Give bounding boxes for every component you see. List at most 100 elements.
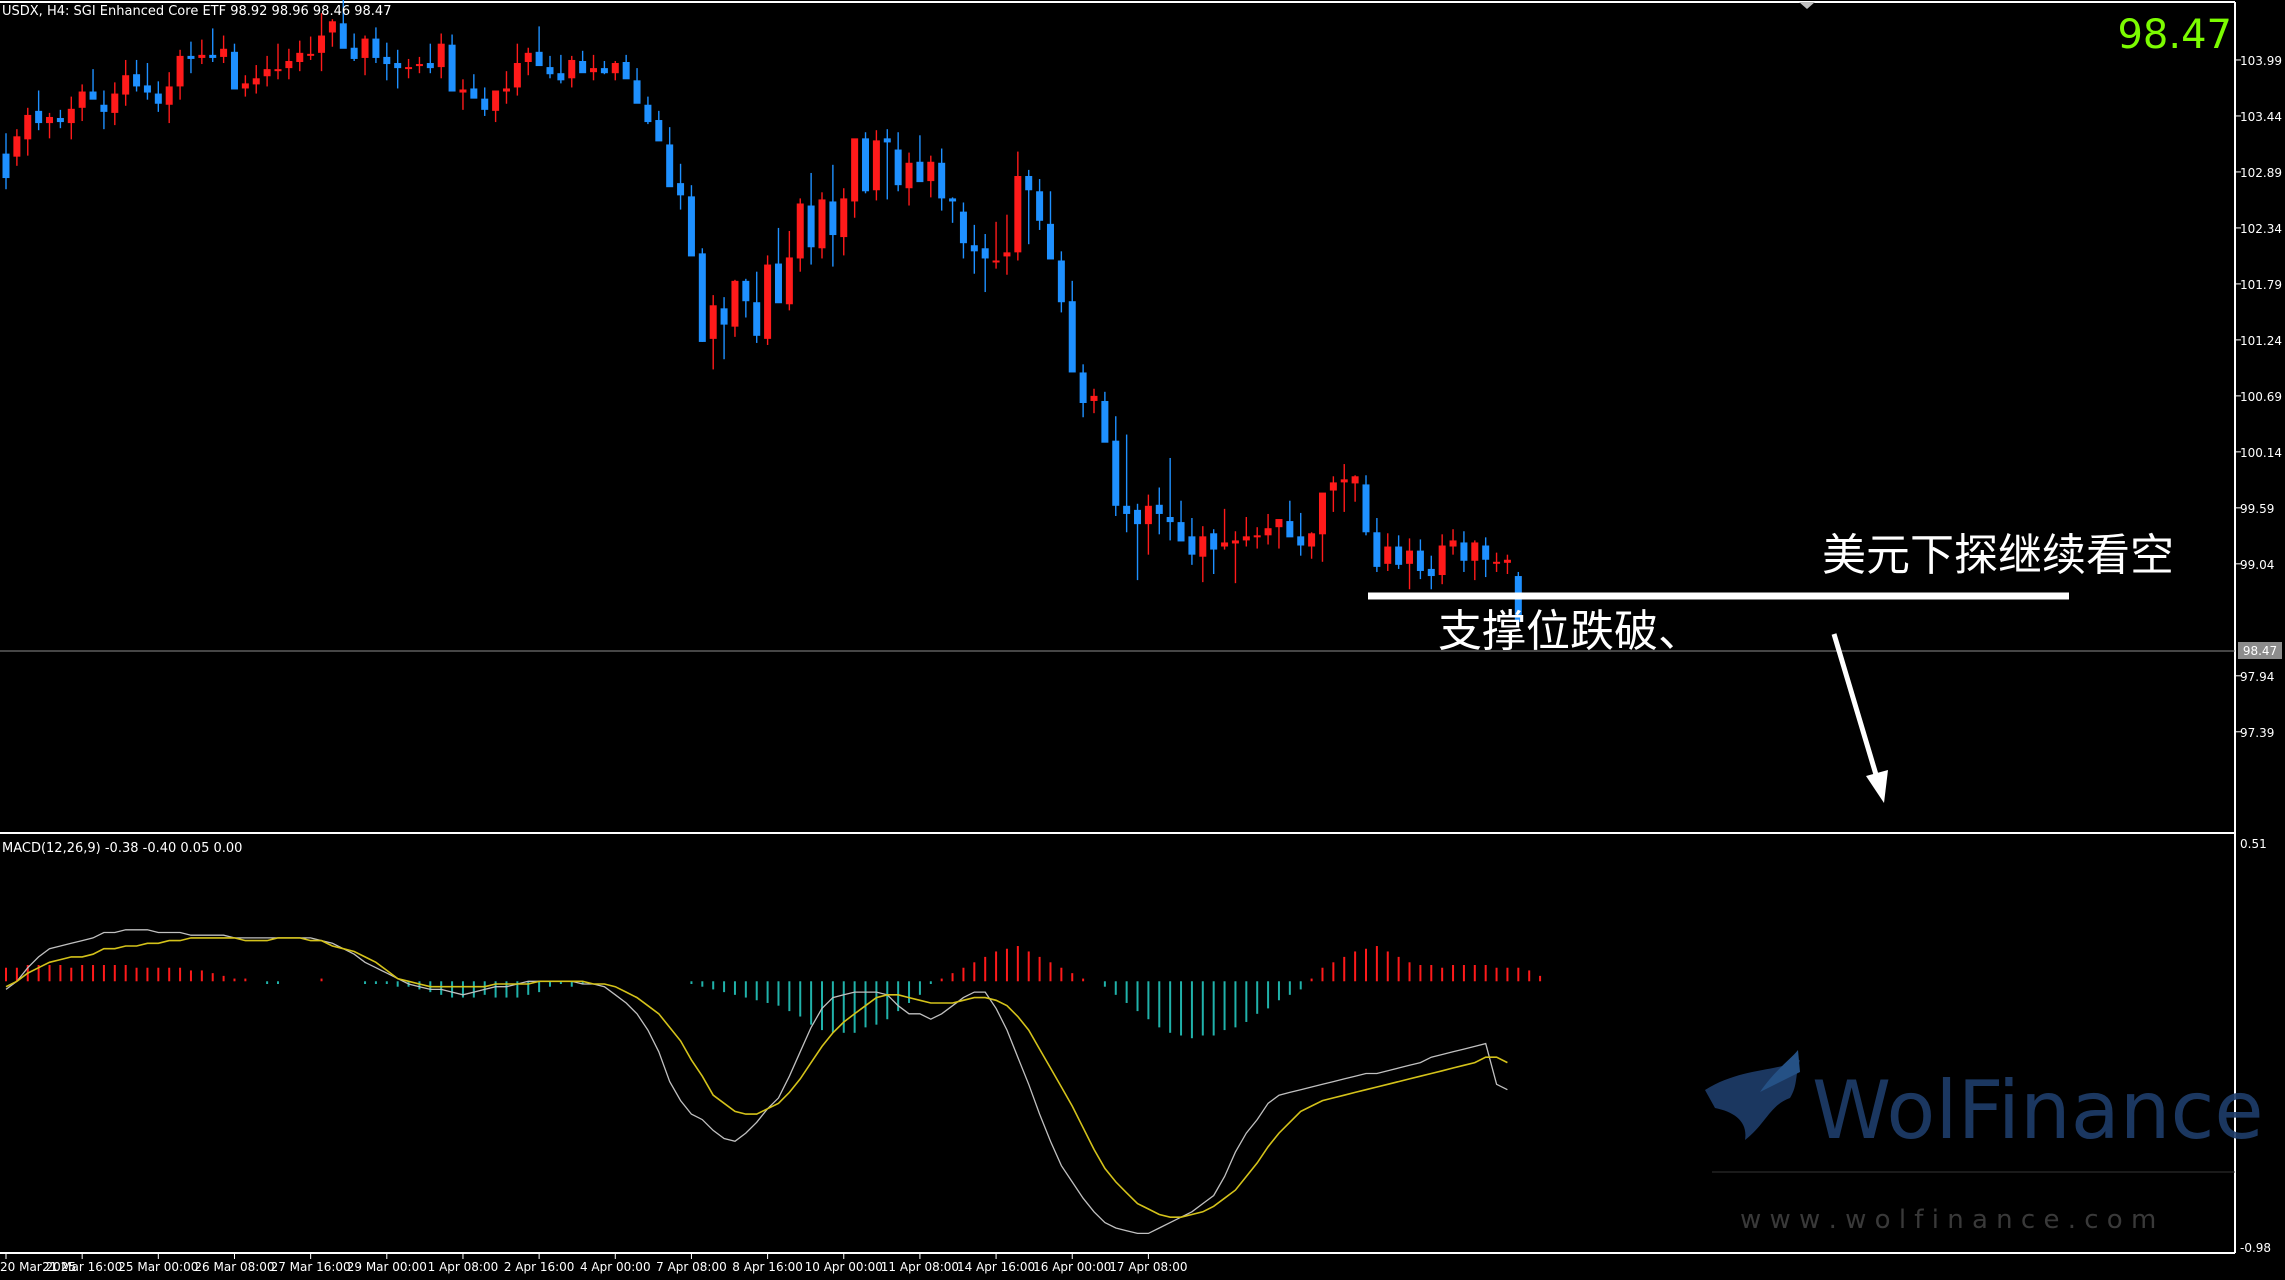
candlestick-series [2, 0, 1522, 623]
candle [1438, 534, 1446, 585]
candle [1003, 214, 1011, 275]
candle [1416, 539, 1424, 580]
candle [1482, 537, 1490, 578]
last-price-display: 98.47 [2117, 12, 2232, 58]
candle [916, 135, 924, 183]
candle [1123, 434, 1131, 533]
candle [1395, 535, 1403, 569]
candle [187, 41, 195, 74]
candle [296, 40, 304, 72]
candle [372, 27, 380, 64]
candle [1406, 538, 1414, 590]
candle [24, 107, 32, 156]
candle [829, 164, 837, 267]
watermark-brand: WolFinance [1812, 1064, 2264, 1157]
time-tick-label: 10 Apr 00:00 [805, 1260, 883, 1274]
candle [981, 234, 989, 293]
candle [1057, 251, 1065, 313]
candle [949, 197, 957, 223]
candle [644, 96, 652, 125]
candle [611, 60, 619, 81]
candle [111, 82, 119, 126]
candle [687, 185, 695, 257]
candle [579, 50, 587, 74]
price-tick-label: 100.69 [2240, 390, 2282, 404]
candle [122, 59, 130, 106]
candle [252, 65, 260, 94]
candle [557, 54, 565, 84]
candle [698, 248, 706, 342]
time-tick-label: 20 Mar 2025 [0, 1260, 76, 1274]
wolf-logo-icon [1705, 1050, 1800, 1140]
candle [1036, 179, 1044, 230]
candle [851, 138, 859, 218]
candle [883, 129, 891, 200]
candle [46, 112, 54, 139]
time-tick-label: 27 Mar 16:00 [271, 1260, 351, 1274]
candle [1144, 494, 1152, 555]
candle [840, 188, 848, 256]
time-tick-label: 8 Apr 16:00 [732, 1260, 803, 1274]
candle [209, 28, 217, 63]
price-tick-label: 103.99 [2240, 54, 2282, 68]
candle [1253, 527, 1261, 549]
candle [1308, 532, 1316, 559]
candle [339, 0, 347, 49]
macd-tick-label: -0.98 [2240, 1241, 2271, 1255]
candle [1318, 492, 1326, 562]
candle [1014, 151, 1022, 261]
candle [1471, 540, 1479, 581]
candle [318, 13, 326, 72]
chart-frame [0, 1, 2236, 1254]
current-price-tag: 98.47 [2238, 642, 2282, 659]
candle [1112, 416, 1120, 516]
time-tick-label: 1 Apr 08:00 [428, 1260, 499, 1274]
candle [731, 279, 739, 337]
candle [100, 90, 108, 130]
candle [1134, 503, 1142, 581]
candle [481, 87, 489, 116]
candle [176, 49, 184, 100]
candle [220, 35, 228, 64]
candle [1166, 457, 1174, 541]
candle [154, 81, 162, 112]
macd-title: MACD(12,26,9) -0.38 -0.40 0.05 0.00 [2, 841, 242, 856]
candle [426, 43, 434, 74]
time-tick-label: 29 Mar 00:00 [347, 1260, 427, 1274]
current-price-tag-text: 98.47 [2243, 644, 2277, 658]
candle [56, 109, 64, 129]
candle [1090, 388, 1098, 414]
candle [753, 271, 761, 343]
candle [502, 71, 510, 104]
candle [959, 202, 967, 259]
candle [666, 127, 674, 188]
candle [1362, 475, 1370, 536]
candle [1079, 364, 1087, 418]
candle [1449, 529, 1457, 555]
candle [328, 19, 336, 47]
candle [1351, 475, 1359, 502]
time-tick-label: 26 Mar 08:00 [194, 1260, 274, 1274]
candle [1068, 280, 1076, 373]
candle [513, 43, 521, 96]
candle [198, 39, 206, 65]
candle [546, 55, 554, 79]
candle [35, 90, 43, 131]
candle [383, 42, 391, 81]
candle [655, 110, 663, 142]
time-tick-label: 4 Apr 00:00 [580, 1260, 651, 1274]
candle [1493, 552, 1501, 572]
candle [394, 49, 402, 89]
candle [633, 68, 641, 104]
candle [862, 132, 870, 194]
candle [459, 79, 467, 110]
price-tick-label: 99.04 [2240, 558, 2274, 572]
candle [1427, 555, 1435, 590]
price-tick-label: 99.59 [2240, 502, 2274, 516]
candle [263, 55, 271, 87]
macd-signal-line [5, 937, 1508, 1218]
candle [1177, 500, 1185, 542]
candle [437, 33, 445, 79]
candle [1199, 526, 1207, 583]
